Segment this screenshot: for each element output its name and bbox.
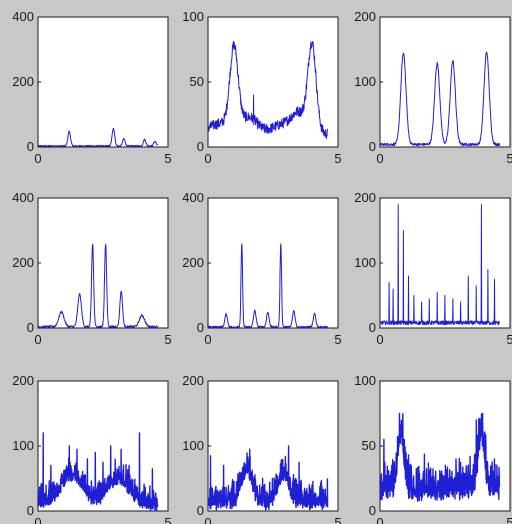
x-tick-label: 5	[164, 332, 171, 347]
subplot-r3-c3: 0 50 100 0 5	[354, 373, 512, 524]
x-tick-label: 0	[34, 515, 41, 524]
y-tick-label: 0	[369, 503, 376, 518]
subplot-r1-c2: 0 50 100 0 5	[182, 9, 341, 166]
x-tick-label: 5	[506, 515, 512, 524]
series-line	[380, 412, 501, 502]
y-tick-label: 200	[354, 9, 376, 24]
series-line	[38, 243, 159, 328]
x-tick-label: 0	[376, 151, 383, 166]
y-tick-label: 200	[182, 255, 204, 270]
axes-box	[37, 16, 169, 148]
y-tick-label: 0	[27, 139, 34, 154]
x-tick-label: 0	[204, 515, 211, 524]
subplot-r2-c2: 0 200 400 0 5	[182, 190, 341, 347]
y-tick-label: 400	[12, 9, 34, 24]
series-line	[38, 432, 159, 511]
y-tick-label: 50	[362, 438, 376, 453]
series-line	[380, 51, 501, 147]
y-tick-label: 100	[182, 9, 204, 24]
y-tick-label: 200	[12, 74, 34, 89]
series-line	[208, 243, 328, 328]
y-tick-label: 100	[354, 255, 376, 270]
series-line	[208, 445, 329, 511]
y-tick-label: 200	[12, 255, 34, 270]
subplot-r1-c3: 0 100 200 0 5	[354, 9, 512, 166]
y-tick-label: 400	[12, 190, 34, 205]
x-tick-label: 0	[34, 151, 41, 166]
x-tick-label: 0	[376, 515, 383, 524]
x-tick-label: 5	[334, 332, 341, 347]
subplot-r3-c2: 0 100 200 0 5	[182, 373, 341, 524]
axes-box	[379, 16, 511, 148]
x-tick-label: 5	[164, 515, 171, 524]
y-tick-label: 50	[190, 74, 204, 89]
y-tick-label: 400	[182, 190, 204, 205]
series-line	[208, 40, 329, 139]
y-tick-label: 200	[182, 373, 204, 388]
x-tick-label: 0	[376, 332, 383, 347]
x-tick-label: 5	[164, 151, 171, 166]
x-tick-label: 0	[204, 332, 211, 347]
y-tick-label: 100	[182, 438, 204, 453]
y-tick-label: 0	[369, 139, 376, 154]
subplot-r2-c1: 0 200 400 0 5	[12, 190, 171, 347]
y-tick-label: 0	[369, 320, 376, 335]
x-tick-label: 5	[506, 151, 512, 166]
x-tick-label: 0	[204, 151, 211, 166]
y-tick-label: 0	[197, 139, 204, 154]
subplot-r2-c3: 0 100 200 0 5	[354, 190, 512, 347]
axes-box	[207, 197, 339, 329]
x-tick-label: 5	[506, 332, 512, 347]
y-tick-label: 0	[197, 320, 204, 335]
y-tick-label: 0	[197, 503, 204, 518]
y-tick-label: 100	[12, 438, 34, 453]
y-tick-label: 100	[354, 373, 376, 388]
subplot-r3-c1: 0 100 200 0 5	[12, 373, 171, 524]
axes-box	[37, 197, 169, 329]
y-tick-label: 100	[354, 74, 376, 89]
subplot-r1-c1: 0 200 400 0 5	[12, 9, 171, 166]
x-tick-label: 5	[334, 151, 341, 166]
series-line	[38, 127, 159, 147]
y-tick-label: 200	[12, 373, 34, 388]
x-tick-label: 5	[334, 515, 341, 524]
y-tick-label: 0	[27, 320, 34, 335]
y-tick-label: 0	[27, 503, 34, 518]
y-tick-label: 200	[354, 190, 376, 205]
x-tick-label: 0	[34, 332, 41, 347]
series-line	[380, 204, 501, 326]
